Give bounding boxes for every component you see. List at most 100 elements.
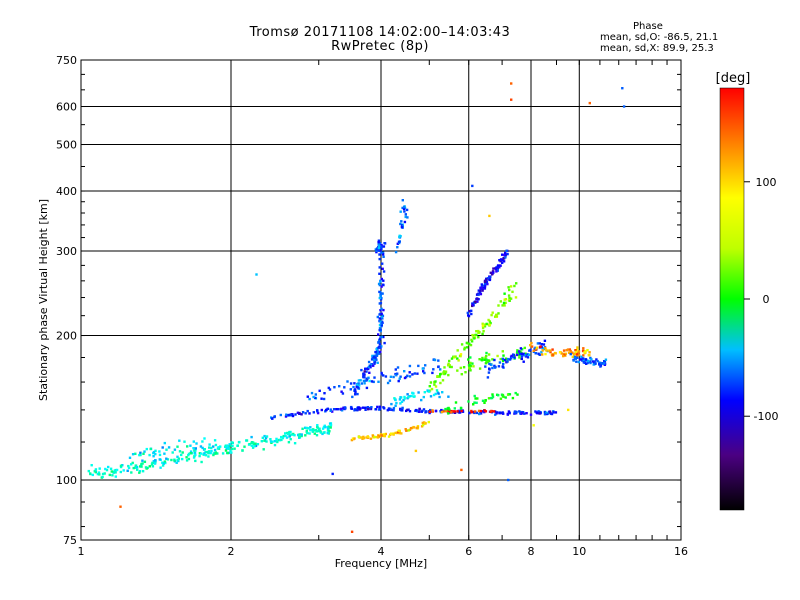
data-point [468,367,472,371]
data-point [475,411,479,415]
data-point [567,408,570,412]
data-point [269,440,273,443]
data-point [501,253,504,256]
data-point [375,435,378,439]
data-point [377,341,380,344]
data-point [473,337,476,340]
data-point [210,449,213,453]
data-point [424,364,427,367]
data-point [504,256,507,259]
data-point [566,348,570,351]
data-point [536,411,539,414]
data-point [119,505,122,508]
data-point [114,475,117,478]
data-point [141,459,144,462]
data-point [456,349,459,352]
data-point [441,391,444,394]
data-point [340,409,344,412]
data-point [470,309,473,312]
data-point [314,393,317,396]
data-point [190,452,194,455]
data-point [194,453,197,457]
data-point [576,348,579,351]
data-point [514,391,517,395]
data-point [152,450,156,454]
data-point [503,304,506,307]
data-point [501,350,504,353]
data-point [250,441,253,445]
data-point [316,425,319,429]
data-point [351,437,355,440]
data-point [505,249,508,252]
data-point [263,434,266,438]
data-point [151,465,155,468]
data-point [508,299,511,302]
data-point [444,371,447,375]
data-point [378,244,381,247]
data-point [276,440,279,444]
data-point [369,437,373,440]
data-point [574,349,577,352]
data-point [379,350,382,354]
data-point [399,396,402,399]
data-point [513,356,516,359]
data-point [323,431,326,434]
data-point [582,347,585,350]
data-point [161,461,164,464]
data-point [111,474,114,477]
data-point [509,297,513,300]
data-point [424,422,427,425]
colorbar-tick-label-0: 0 [763,293,770,306]
data-point [293,434,296,437]
data-point [471,362,474,365]
data-point [148,465,151,468]
data-point [545,411,548,414]
data-point [178,439,181,442]
data-point [510,98,513,101]
data-point [470,340,474,343]
data-point [491,395,495,398]
data-point [495,412,498,415]
data-point [327,425,331,428]
data-point [483,325,487,328]
data-point [298,435,301,439]
data-point [167,446,171,449]
data-point [359,379,362,382]
colorbar-ticks: 100 0 -100 [744,176,778,423]
data-point [466,346,469,349]
data-point [403,397,406,400]
data-point [594,362,597,365]
data-point [411,373,414,376]
data-point [154,452,157,456]
data-point [398,429,401,432]
data-point [421,423,425,427]
data-point [469,356,472,359]
data-point [571,351,574,354]
data-point [584,350,587,353]
data-point [378,296,381,300]
data-point [501,365,504,368]
data-point [497,264,500,267]
data-point [507,410,511,413]
data-point [139,451,142,454]
data-point [382,374,385,377]
data-point [519,412,522,415]
phase-stats-x: mean, sd,X: 89.9, 25.3 [600,43,714,54]
data-point [541,349,544,352]
data-point [213,439,217,442]
data-point [411,391,414,395]
data-point [89,472,92,476]
data-point [483,401,486,404]
data-point [207,450,211,453]
data-point [316,411,320,415]
data-point [447,362,450,366]
data-point [438,375,441,378]
data-point [396,366,400,369]
data-point [327,386,330,390]
data-point [364,367,367,370]
data-point [575,350,578,354]
data-point [459,353,463,356]
data-point [357,379,361,382]
data-point [438,395,441,399]
data-point [324,426,327,429]
